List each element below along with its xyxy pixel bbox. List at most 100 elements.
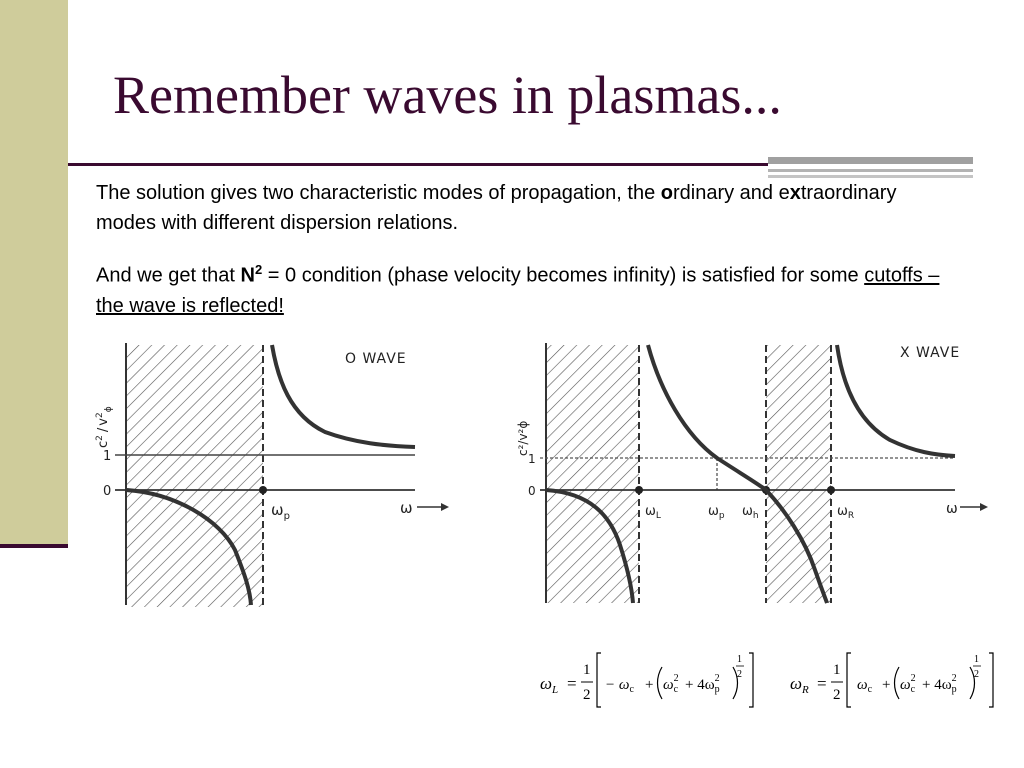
- lhs-sub: R: [801, 684, 809, 696]
- paragraph-modes: The solution gives two characteristic mo…: [96, 178, 946, 238]
- bold-n: N: [240, 264, 255, 287]
- n-exponent: 2: [255, 262, 263, 277]
- paren-omega-c: ω: [663, 677, 674, 693]
- term-omega-c: ω: [857, 677, 868, 693]
- omega-l-point: [635, 486, 643, 494]
- paren-omega-c-sup: 2: [911, 673, 916, 684]
- tick-one: 1: [528, 452, 536, 466]
- sidebar-decoration: [0, 0, 68, 548]
- x-wave-lower-left-curve: [545, 488, 635, 604]
- open-paren: [893, 666, 900, 700]
- omega-l-sub: L: [656, 511, 661, 521]
- frac-numerator: 1: [833, 662, 841, 678]
- paren-omega-c-sup: 2: [674, 673, 679, 684]
- tick-zero: 0: [103, 484, 111, 499]
- bold-o: o: [660, 182, 673, 204]
- plus-sign: +: [882, 677, 890, 693]
- exp-denominator: 2: [737, 669, 742, 680]
- svg-text:ωR: ωR: [837, 504, 854, 521]
- lhs-omega: ω: [790, 674, 802, 693]
- omega-p-sub: p: [719, 511, 725, 521]
- omega-p-label: ω: [271, 501, 284, 519]
- y-label-c: c: [96, 441, 111, 448]
- x-wave-middle-curve: [646, 344, 829, 604]
- text-run: traordinary modes with different dispers…: [96, 182, 897, 234]
- equals-sign: =: [567, 674, 577, 693]
- left-bracket: [596, 652, 601, 708]
- svg-text:ωR: ωR: [790, 674, 809, 696]
- paren-omega-c: ω: [900, 677, 911, 693]
- y-axis-label: c²/v²ϕ: [516, 421, 530, 456]
- x-wave-label: X WAVE: [900, 345, 960, 361]
- term-sub-c: c: [868, 684, 873, 695]
- paragraph-cutoffs: And we get that N2 = 0 condition (phase …: [96, 255, 946, 321]
- slide-title: Remember waves in plasmas...: [113, 65, 782, 125]
- o-wave-figure: O WAVE c2/v2ϕ 1 0 ωp ω: [95, 343, 449, 607]
- sidebar-accent-line: [0, 544, 68, 548]
- plus-four-omega: + 4ω: [685, 677, 715, 693]
- text-run: And we get that: [96, 264, 241, 287]
- formula-omega-l: ωL = 1 2 − ωc + ω2 c + 4ω2 p 1 2: [540, 652, 754, 708]
- svg-text:c2/v2ϕ: c2/v2ϕ: [95, 406, 114, 448]
- plus-four-omega: + 4ω: [922, 677, 952, 693]
- y-label-c-sup: 2: [95, 435, 105, 441]
- grey-decoration-bar: [768, 157, 973, 164]
- underlined-text: cutoffs – the wave is reflected!: [96, 264, 940, 317]
- svg-text:ω2c: ω2 c: [663, 673, 679, 695]
- lhs-sub: L: [551, 684, 558, 696]
- paren-omega-c-sub: c: [911, 684, 916, 695]
- open-paren: [656, 666, 663, 700]
- axis-arrowhead: [980, 503, 988, 511]
- text-run: rdinary and e: [672, 182, 790, 204]
- omega-p-label: ω: [708, 504, 719, 519]
- omega-p-point: [259, 486, 267, 494]
- lhs-omega: ω: [540, 674, 552, 693]
- omega-axis-label: ω: [400, 499, 413, 517]
- exp-numerator: 1: [974, 654, 979, 665]
- exp-numerator: 1: [737, 654, 742, 665]
- bold-x: x: [789, 182, 801, 204]
- evanescent-region-middle: [766, 345, 831, 603]
- right-bracket: [989, 652, 994, 708]
- svg-text:ωp: ωp: [271, 501, 290, 522]
- frac-denominator: 2: [583, 687, 591, 703]
- paren-omega-c-sub: c: [674, 684, 679, 695]
- right-bracket: [749, 652, 754, 708]
- exp-denominator: 2: [974, 669, 979, 680]
- term-sub-c: c: [629, 684, 634, 695]
- svg-text:ωh: ωh: [742, 504, 759, 521]
- omega-h-label: ω: [742, 504, 753, 519]
- y-label-v-sub: ϕ: [104, 406, 114, 412]
- frac-denominator: 2: [833, 687, 841, 703]
- omega-axis-label: ω: [946, 501, 958, 517]
- omega-p-sup: 2: [715, 673, 720, 684]
- x-wave-figure: X WAVE c²/v²ϕ 1 0 ωL ωp ωh ωR ω: [516, 343, 988, 604]
- grey-decoration-bar: [768, 175, 973, 178]
- omega-l-label: ω: [645, 504, 656, 519]
- frac-numerator: 1: [583, 662, 591, 678]
- omega-p-sup: 2: [952, 673, 957, 684]
- axis-arrowhead: [441, 503, 449, 511]
- svg-text:ωc: ωc: [857, 677, 873, 695]
- y-label-v: v: [96, 418, 111, 426]
- omega-p-sub: p: [952, 684, 957, 695]
- svg-text:ω2c: ω2 c: [900, 673, 916, 695]
- o-wave-upper-curve: [270, 344, 416, 449]
- o-wave-label: O WAVE: [345, 351, 407, 367]
- x-wave-upper-right-curve: [835, 344, 956, 458]
- omega-r-label: ω: [837, 504, 848, 519]
- omega-r-sub: R: [848, 511, 854, 521]
- o-wave-lower-curve: [125, 488, 253, 606]
- y-axis-label: c2/v2ϕ: [95, 406, 114, 448]
- svg-text:ωp: ωp: [708, 504, 725, 521]
- tick-zero: 0: [528, 484, 536, 498]
- close-paren: [732, 666, 739, 700]
- omega-p-sub: p: [715, 684, 720, 695]
- plus-sign: +: [645, 677, 653, 693]
- formula-omega-r: ωR = 1 2 ωc + ω2 c + 4ω2 p 1 2: [790, 652, 994, 708]
- left-bracket: [846, 652, 851, 708]
- y-label-v-sup: 2: [95, 412, 105, 418]
- term-neg-omega-c: − ω: [605, 677, 629, 693]
